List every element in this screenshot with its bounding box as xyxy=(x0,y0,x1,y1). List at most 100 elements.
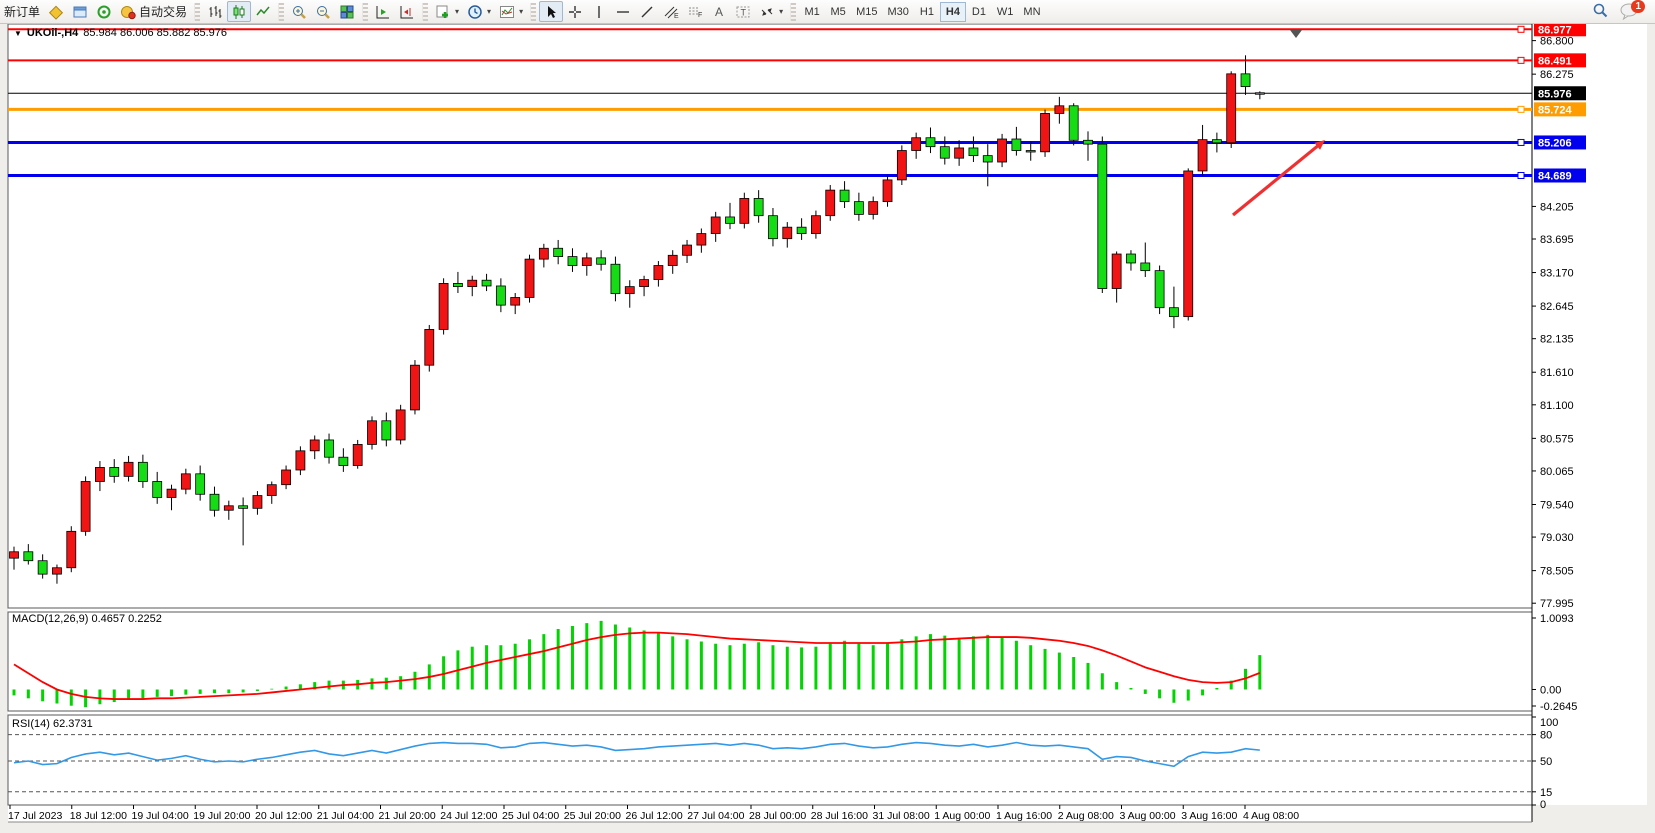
line-handle[interactable] xyxy=(1517,56,1525,64)
candle xyxy=(853,201,864,215)
text-icon: A xyxy=(715,5,723,19)
price-axis-background[interactable] xyxy=(1532,24,1647,805)
candle xyxy=(495,285,506,306)
candle xyxy=(567,256,578,266)
fibonacci-tool-button[interactable]: F xyxy=(683,1,707,22)
time-axis-label: 24 Jul 12:00 xyxy=(440,810,497,822)
chart-shift-marker[interactable] xyxy=(1290,30,1302,38)
search-button[interactable] xyxy=(1592,2,1609,22)
crosshair-tool-button[interactable] xyxy=(563,1,587,22)
candle xyxy=(137,461,148,482)
rsi-axis-label: 0 xyxy=(1540,799,1546,811)
new-chart-button[interactable]: ▾ xyxy=(431,1,463,22)
trend-arrow-annotation[interactable] xyxy=(1231,143,1320,217)
candle xyxy=(882,179,893,203)
zoom-out-button[interactable] xyxy=(311,1,335,22)
candle xyxy=(982,155,993,163)
timeframe-d1-button[interactable]: D1 xyxy=(966,2,992,22)
chart-background[interactable] xyxy=(8,24,1532,805)
rsi-axis-label: 80 xyxy=(1540,730,1552,742)
search-icon xyxy=(1593,3,1608,17)
time-axis-label: 25 Jul 04:00 xyxy=(502,810,559,822)
chart-collapse-icon[interactable]: ▼ xyxy=(14,28,22,38)
rsi-value: 62.3731 xyxy=(52,718,93,730)
line-chart-button[interactable] xyxy=(251,1,275,22)
price-axis-label: 79.540 xyxy=(1540,499,1574,511)
time-axis-label: 1 Aug 00:00 xyxy=(934,810,990,822)
candle xyxy=(1197,139,1208,172)
notification-count-badge: 1 xyxy=(1631,0,1645,13)
candle xyxy=(395,409,406,441)
time-axis-label: 19 Jul 20:00 xyxy=(193,810,250,822)
equidistant-channel-tool-button[interactable]: E xyxy=(659,1,683,22)
data-window-icon xyxy=(73,6,87,17)
candle xyxy=(467,279,478,288)
candle xyxy=(639,279,649,288)
candle xyxy=(553,247,564,257)
candlestick-chart-button[interactable] xyxy=(227,1,252,22)
candle xyxy=(109,467,120,477)
candle xyxy=(66,530,77,569)
horizontal-line-tool-button[interactable] xyxy=(611,1,635,22)
toolbar-grip xyxy=(790,2,797,21)
text-tool-button[interactable]: A xyxy=(707,1,731,22)
timeframe-m15-button[interactable]: M15 xyxy=(851,2,882,22)
dropdown-caret-icon: ▾ xyxy=(519,7,524,16)
navigator-button[interactable] xyxy=(92,1,116,22)
price-level-badge-bg xyxy=(1534,135,1586,150)
rsi-indicator-label: RSI(14) 62.3731 xyxy=(12,718,93,730)
timeframe-mn-button[interactable]: MN xyxy=(1018,2,1045,22)
line-handle[interactable] xyxy=(1517,25,1525,33)
svg-text:E: E xyxy=(674,13,679,20)
dropdown-caret-icon: ▾ xyxy=(455,7,460,16)
time-axis-label: 25 Jul 20:00 xyxy=(564,810,621,822)
auto-scroll-button[interactable] xyxy=(371,1,395,22)
autotrade-button[interactable]: 自动交易 xyxy=(116,1,191,22)
text-label-icon: T xyxy=(736,6,750,17)
new-order-button[interactable]: 新订单 xyxy=(0,1,44,22)
candle xyxy=(624,286,635,295)
vertical-line-tool-button[interactable] xyxy=(587,1,611,22)
timeframe-m5-button[interactable]: M5 xyxy=(825,2,851,22)
trend-arrow-head[interactable] xyxy=(1314,140,1325,150)
cursor-tool-button[interactable] xyxy=(539,1,564,22)
macd-axis-label: -0.2645 xyxy=(1540,701,1577,713)
timeframe-m30-button[interactable]: M30 xyxy=(883,2,914,22)
timeframe-h4-button[interactable]: H4 xyxy=(939,1,966,22)
timeframe-h1-button[interactable]: H1 xyxy=(914,2,940,22)
timeframe-m1-button[interactable]: M1 xyxy=(799,2,825,22)
chart-shift-button[interactable] xyxy=(395,1,419,22)
candle xyxy=(939,146,950,159)
timeframe-w1-button[interactable]: W1 xyxy=(992,2,1019,22)
bar-chart-button[interactable] xyxy=(203,1,227,22)
time-axis-label: 31 Jul 08:00 xyxy=(873,810,930,822)
bar-chart-icon xyxy=(209,5,222,18)
zoom-in-button[interactable] xyxy=(287,1,311,22)
indicators-button[interactable]: ▾ xyxy=(495,1,527,22)
candle xyxy=(23,551,34,562)
tile-windows-button[interactable] xyxy=(335,1,359,22)
line-handle[interactable] xyxy=(1517,105,1525,113)
price-axis-label: 77.995 xyxy=(1540,598,1574,610)
tile-windows-icon xyxy=(340,5,354,18)
candle xyxy=(538,247,549,260)
candle xyxy=(266,484,277,496)
candle xyxy=(453,283,463,288)
candle xyxy=(1040,113,1050,153)
text-label-tool-button[interactable]: T xyxy=(731,1,755,22)
data-window-button[interactable] xyxy=(68,1,92,22)
trendline-tool-button[interactable] xyxy=(635,1,659,22)
arrows-tool-button[interactable]: ▾ xyxy=(755,1,787,22)
notifications-button[interactable]: 1 xyxy=(1619,0,1645,22)
line-handle[interactable] xyxy=(1517,171,1525,179)
time-axis-background[interactable] xyxy=(8,805,1532,822)
time-axis-label: 3 Aug 16:00 xyxy=(1181,810,1237,822)
line-handle[interactable] xyxy=(1517,138,1525,146)
market-watch-button[interactable] xyxy=(44,1,68,22)
period-clock-button[interactable]: ▾ xyxy=(463,1,495,22)
candle xyxy=(653,265,664,280)
price-level-badge-bg xyxy=(1534,53,1586,68)
candle xyxy=(768,215,778,240)
